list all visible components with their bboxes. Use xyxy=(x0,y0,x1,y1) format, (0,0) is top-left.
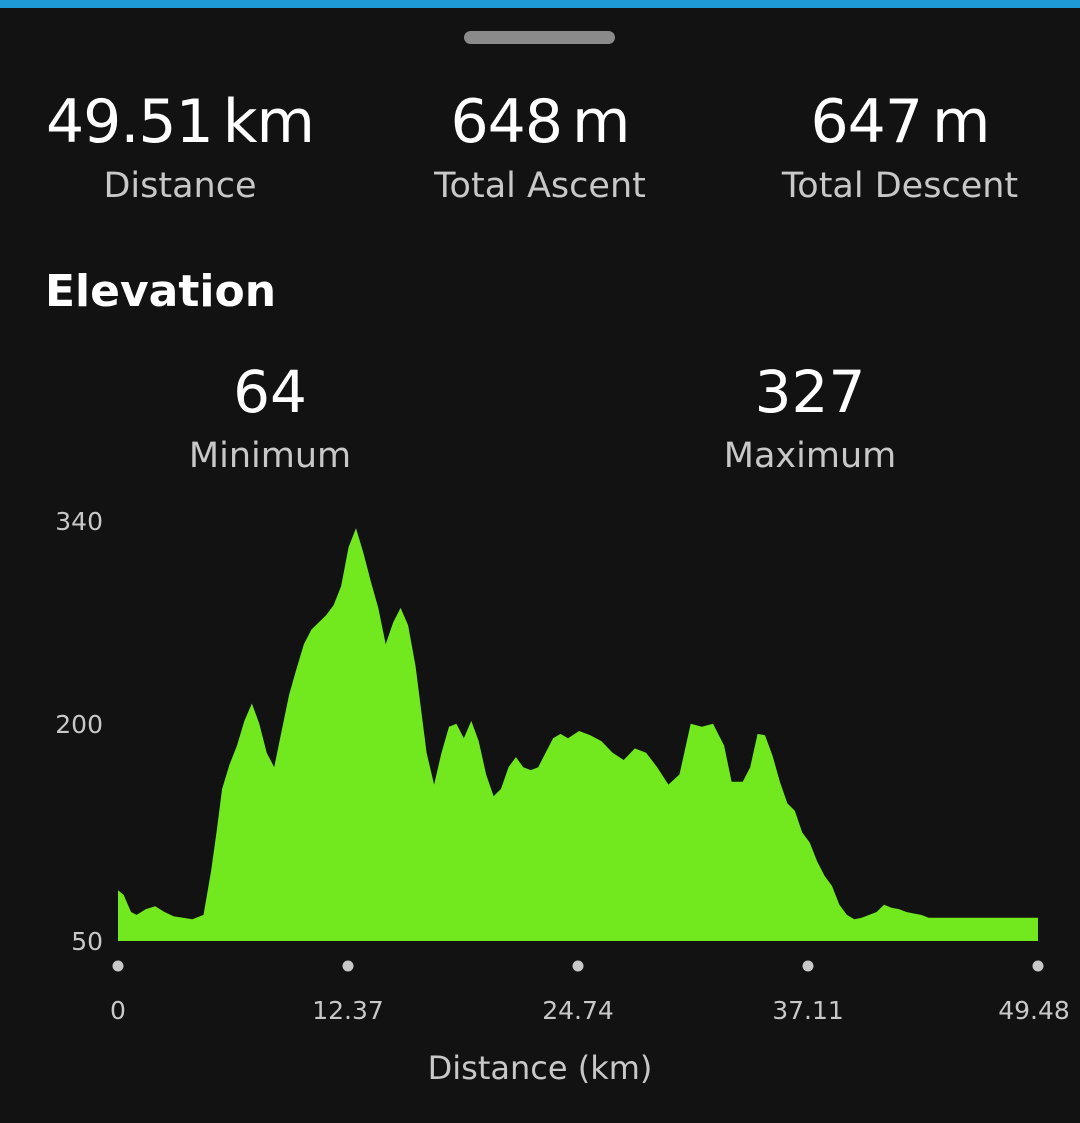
summary-stats: 49.51 km Distance 648 m Total Ascent 647 m … xyxy=(0,84,1080,224)
elevation-minimum: 64 Minimum xyxy=(120,354,420,482)
maximum-label: Maximum xyxy=(723,436,897,476)
x-tick-dot xyxy=(112,960,124,972)
x-tick-dot xyxy=(1032,960,1044,972)
ascent-label: Total Ascent xyxy=(434,166,646,206)
x-tick-label: 12.37 xyxy=(312,996,384,1025)
elevation-chart[interactable]: 50 200 340 0 12.37 24.74 37.11 49.48 Distance (k… xyxy=(0,490,1080,1110)
x-tick-label: 49.48 xyxy=(998,996,1070,1025)
descent-label: Total Descent xyxy=(781,166,1019,206)
ascent-value: 648 xyxy=(450,87,564,157)
x-tick-label: 24.74 xyxy=(542,996,614,1025)
descent-stat: 647 m Total Descent xyxy=(720,84,1080,212)
y-tick-label: 340 xyxy=(55,507,103,536)
minimum-value: 64 xyxy=(233,358,307,426)
x-tick-dot xyxy=(572,960,584,972)
maximum-value: 327 xyxy=(754,358,866,426)
y-tick-label: 50 xyxy=(71,927,103,956)
x-tick-dot xyxy=(342,960,354,972)
descent-unit: m xyxy=(932,87,990,157)
top-accent-bar xyxy=(0,0,1080,8)
distance-stat: 49.51 km Distance xyxy=(0,84,360,212)
distance-label: Distance xyxy=(103,166,257,206)
minimum-label: Minimum xyxy=(188,436,352,476)
x-tick-label: 37.11 xyxy=(772,996,844,1025)
x-tick-dot xyxy=(802,960,814,972)
elevation-maximum: 327 Maximum xyxy=(660,354,960,482)
distance-value: 49.51 xyxy=(46,87,214,157)
ascent-stat: 648 m Total Ascent xyxy=(360,84,720,212)
x-axis-label: Distance (km) xyxy=(428,1049,653,1087)
elevation-area xyxy=(118,528,1038,941)
ascent-unit: m xyxy=(572,87,630,157)
descent-value: 647 xyxy=(810,87,924,157)
y-tick-label: 200 xyxy=(55,710,103,739)
drag-handle[interactable] xyxy=(464,31,615,44)
distance-unit: km xyxy=(222,87,315,157)
x-tick-label: 0 xyxy=(110,996,126,1025)
elevation-title: Elevation xyxy=(45,266,277,317)
